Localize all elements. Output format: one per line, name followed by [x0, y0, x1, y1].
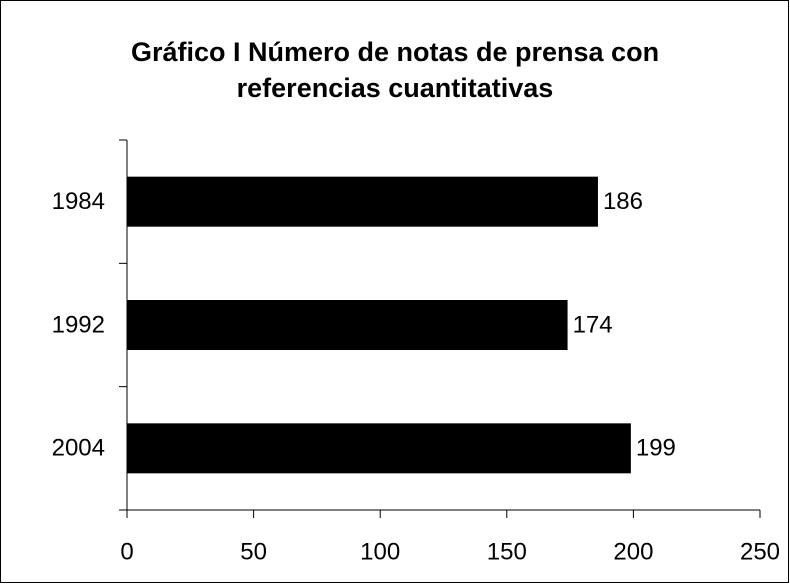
- bar: [127, 300, 568, 350]
- bar: [127, 423, 631, 474]
- chart-title: Gráfico I Número de notas de prensa con …: [130, 37, 660, 103]
- x-tick-label: 100: [360, 538, 400, 565]
- x-tick-label: 200: [613, 538, 653, 565]
- data-label: 199: [636, 435, 676, 462]
- data-label: 174: [573, 311, 613, 338]
- y-tick-label: 2004: [52, 435, 105, 462]
- data-label: 186: [603, 188, 643, 215]
- y-tick-label: 1984: [52, 188, 105, 215]
- x-tick-label: 250: [740, 538, 780, 565]
- x-tick-label: 0: [120, 538, 133, 565]
- bar: [127, 176, 598, 227]
- y-tick-label: 1992: [52, 311, 105, 338]
- x-tick-label: 150: [487, 538, 527, 565]
- x-tick-label: 50: [240, 538, 267, 565]
